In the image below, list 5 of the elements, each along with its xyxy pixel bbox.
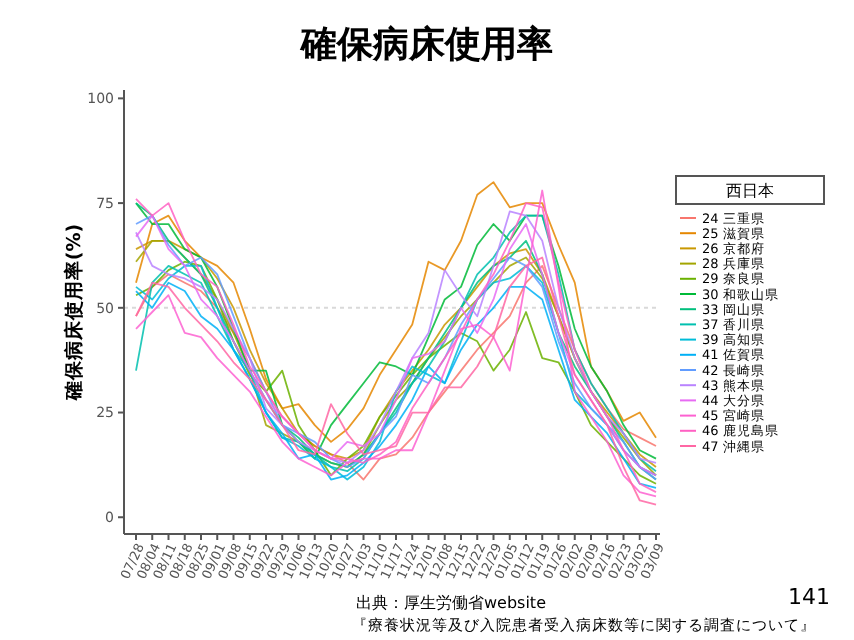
chart-title: 確保病床使用率 <box>299 24 553 66</box>
source-note: 出典：厚生労働省website <box>356 594 547 612</box>
text: 141 <box>788 584 830 610</box>
y-axis-title: 確保病床使用率(%) <box>62 223 86 403</box>
legend-title: 西日本 <box>726 182 774 200</box>
